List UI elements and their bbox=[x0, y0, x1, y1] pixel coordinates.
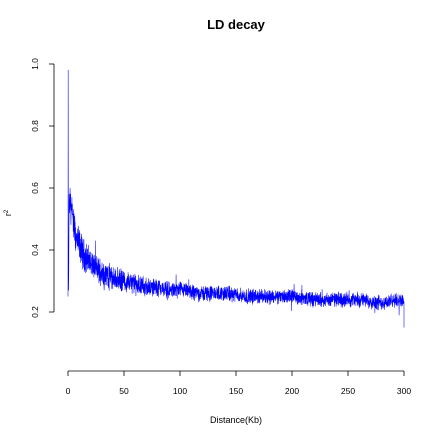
y-axis-label: r2 bbox=[3, 209, 13, 216]
y-tick-label: 0.6 bbox=[30, 182, 40, 194]
x-tick-label: 0 bbox=[66, 386, 71, 396]
ld-decay-series-line bbox=[67, 69, 405, 328]
x-tick-label: 200 bbox=[285, 386, 299, 396]
x-tick-label: 100 bbox=[173, 386, 187, 396]
x-axis-label: Distance(Kb) bbox=[210, 415, 262, 425]
y-tick-label: 1.0 bbox=[30, 58, 40, 70]
x-axis: 0 50 100 150 200 250 300 bbox=[66, 370, 411, 396]
y-tick-label: 0.8 bbox=[30, 120, 40, 132]
y-tick-label: 0.2 bbox=[30, 306, 40, 318]
x-tick-label: 250 bbox=[341, 386, 355, 396]
y-axis: 0.2 0.4 0.6 0.8 1.0 bbox=[30, 58, 55, 318]
y-tick-label: 0.4 bbox=[30, 244, 40, 256]
plot-area bbox=[67, 69, 405, 328]
x-tick-label: 150 bbox=[229, 386, 243, 396]
x-tick-label: 300 bbox=[397, 386, 411, 396]
chart-title: LD decay bbox=[207, 17, 266, 32]
x-tick-label: 50 bbox=[119, 386, 129, 396]
